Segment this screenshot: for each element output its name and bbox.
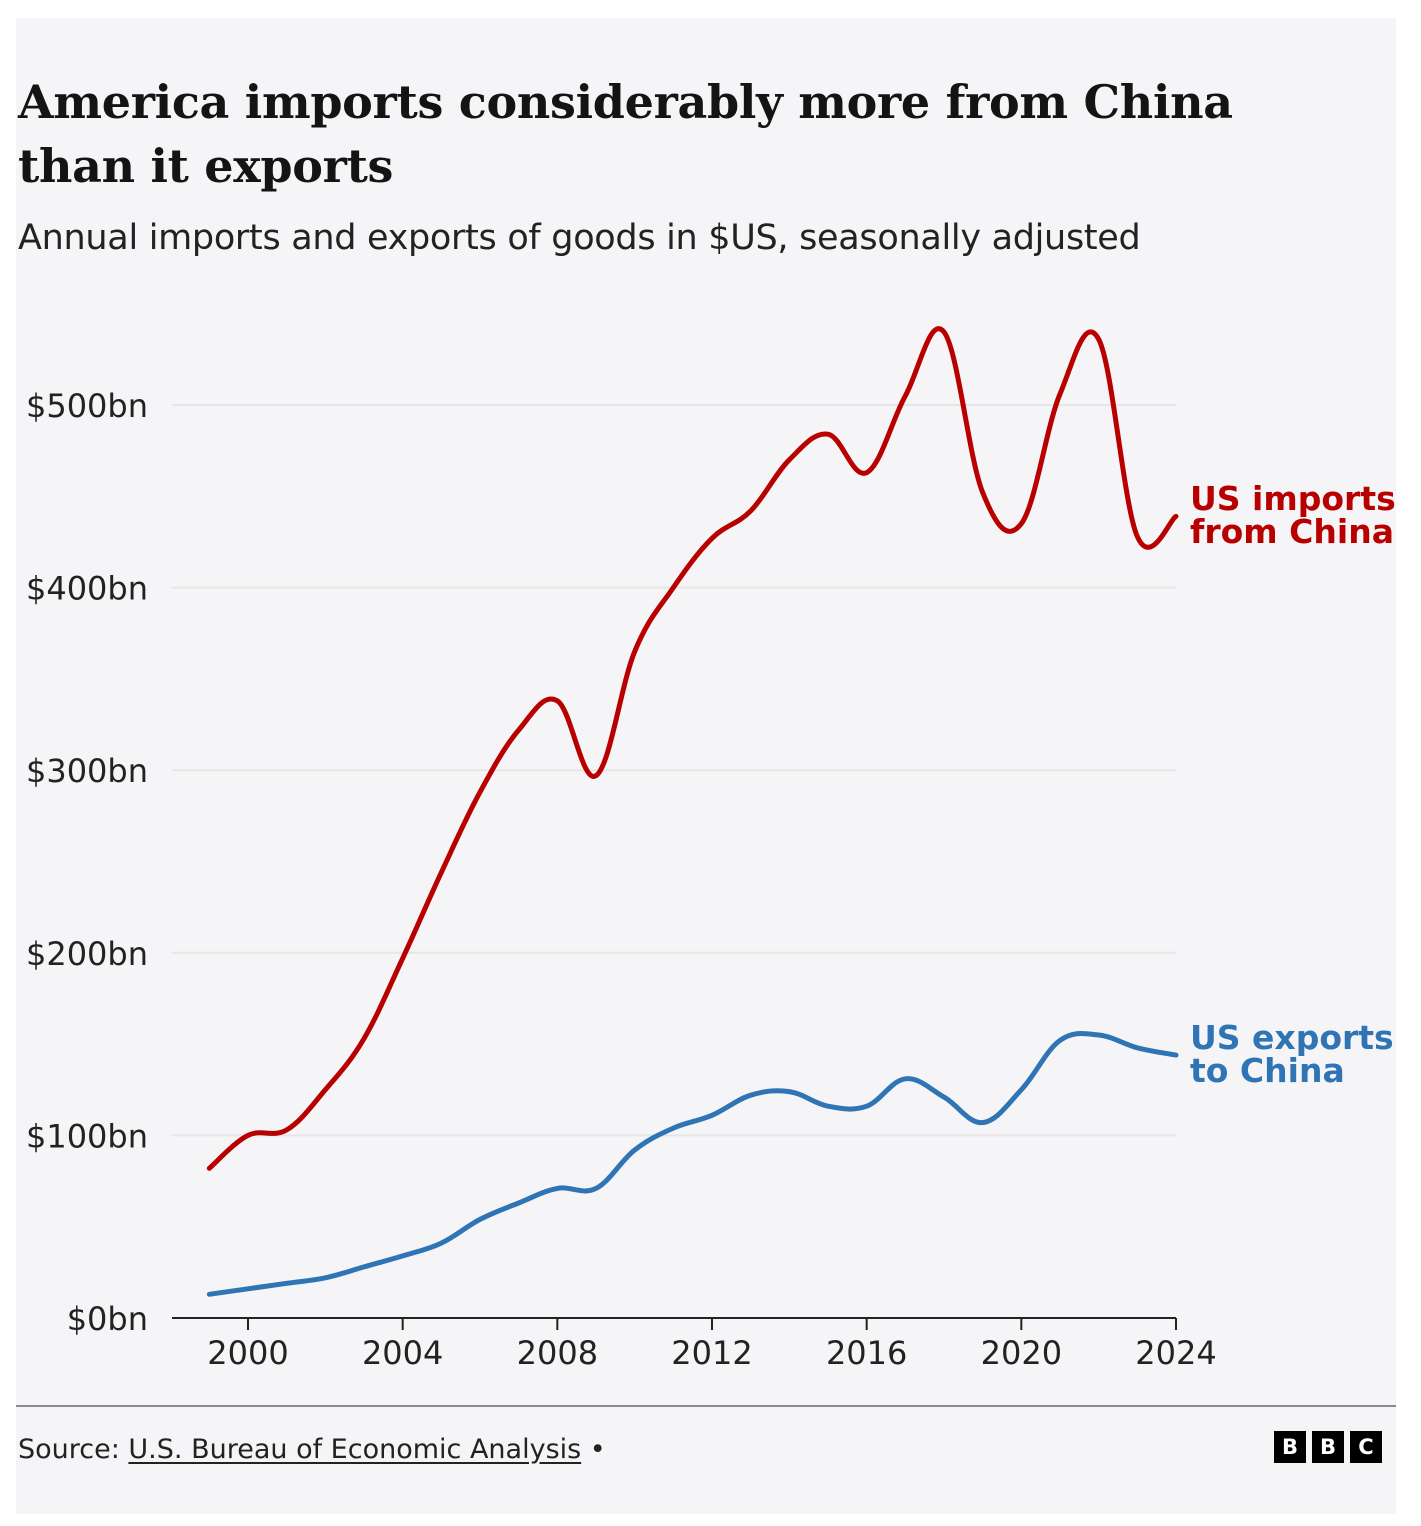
y-tick-label-400: $400bn [26,570,148,608]
x-tick-label-2000: 2000 [207,1334,288,1372]
bbc-logo: B B C [1274,1431,1382,1463]
series-line-us-imports-from-china [206,326,1179,1171]
source-suffix: • [581,1434,606,1465]
source-note: Source: U.S. Bureau of Economic Analysis… [18,1428,606,1472]
source-link[interactable]: U.S. Bureau of Economic Analysis [128,1434,582,1465]
bbc-logo-block-b1: B [1274,1431,1306,1463]
x-tick-label-2024: 2024 [1135,1334,1216,1372]
chart-subtitle: Annual imports and exports of goods in $… [18,218,1141,258]
y-tick-label-300: $300bn [26,752,148,790]
chart-title: America imports considerably more from C… [18,75,1233,193]
series-label-us-exports-to-china-line-1: US exports [1190,1018,1394,1057]
line-chart: $0bn $100bn $200bn $300bn $400bn $500bn 2000 20… [26,326,1396,1372]
bbc-logo-block-c: C [1350,1431,1382,1463]
y-tick-label-200: $200bn [26,935,148,973]
series-label-us-exports-to-china-line-2: to China [1190,1051,1345,1090]
y-tick-label-0: $0bn [67,1300,148,1338]
source-prefix: Source: [18,1434,129,1465]
series-label-us-imports-from-china-line-2: from China [1190,512,1394,551]
series-label-us-exports-to-china: US exports to China [1190,1018,1394,1090]
footer-divider [16,1405,1396,1407]
series-line-us-exports-to-china [206,1031,1179,1297]
y-tick-label-100: $100bn [26,1117,148,1155]
y-tick-label-500: $500bn [26,387,148,425]
x-tick-label-2016: 2016 [826,1334,907,1372]
bbc-logo-block-b2: B [1312,1431,1344,1463]
x-tick-label-2020: 2020 [981,1334,1062,1372]
x-tick-label-2008: 2008 [517,1334,598,1372]
series-label-us-imports-from-china-line-1: US imports [1190,479,1396,518]
chart-card [16,18,1396,1514]
series-label-us-imports-from-china: US imports from China [1190,479,1396,551]
x-tick-label-2004: 2004 [362,1334,443,1372]
x-tick-label-2012: 2012 [671,1334,752,1372]
